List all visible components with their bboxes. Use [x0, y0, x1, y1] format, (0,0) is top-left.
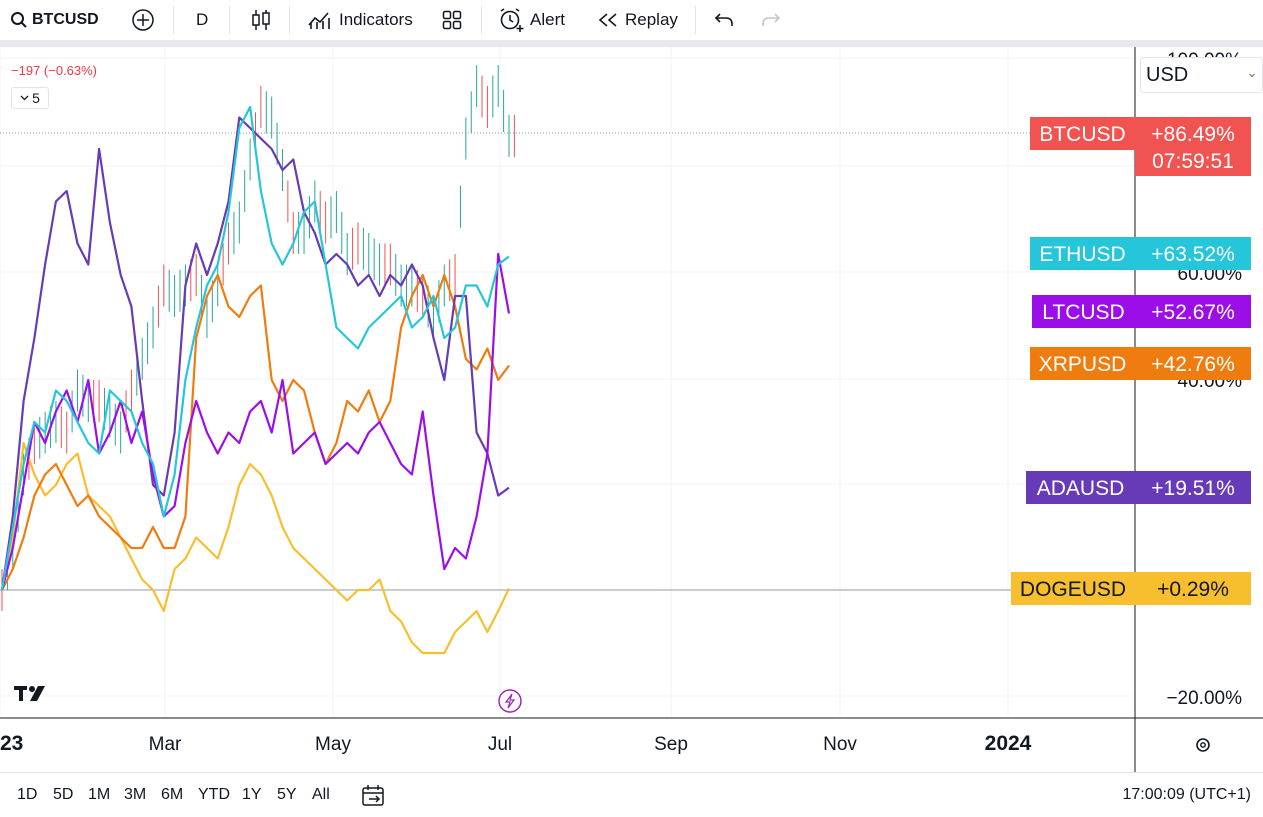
series-line-ltcusd: [0, 252, 511, 591]
toolbar-divider: [481, 6, 482, 34]
series-tag-value: +42.76%: [1151, 353, 1235, 376]
utc-clock[interactable]: 17:00:09 (UTC+1): [1122, 786, 1251, 803]
series-tag-value: +86.49%: [1151, 123, 1235, 146]
indicators-icon: [308, 12, 330, 29]
undo-icon: [714, 13, 733, 26]
series-line-ethusd: [0, 105, 510, 591]
symbol-label: BTCUSD: [32, 11, 99, 28]
currency-label: USD: [1146, 64, 1189, 86]
series-tag-dogeusd: DOGEUSD +0.29%: [1011, 572, 1251, 605]
axis-settings-icon: [1196, 738, 1210, 752]
series-tag-name: LTCUSD: [1042, 301, 1124, 324]
range-button-ytd[interactable]: YTD: [198, 786, 230, 803]
search-icon: [11, 12, 27, 28]
symbol-search-button[interactable]: BTCUSD: [10, 0, 99, 40]
layouts-button[interactable]: [442, 0, 462, 40]
top-toolbar: BTCUSD D Indicators Alert Replay: [0, 0, 1263, 40]
candlestick-icon: [252, 10, 270, 30]
legend-collapse-button[interactable]: 5: [11, 87, 49, 109]
toolbar-divider: [695, 6, 696, 34]
range-button-5y[interactable]: 5Y: [277, 786, 297, 803]
series-lines: [0, 105, 511, 655]
x-tick-label: 2023: [0, 732, 23, 755]
replay-button[interactable]: Replay: [597, 0, 678, 40]
legend-change: −197 (−0.63%): [11, 63, 98, 78]
range-button-1m[interactable]: 1M: [88, 786, 111, 803]
range-button-6m[interactable]: 6M: [161, 786, 184, 803]
alert-button[interactable]: Alert: [498, 0, 565, 40]
chevron-down-icon: ⌄: [1246, 64, 1258, 80]
redo-button[interactable]: [761, 0, 781, 40]
toolbar-divider: [229, 6, 230, 34]
chart-canvas[interactable]: 2023MarMayJulSepNov2024 100.00%60.00%40.…: [0, 47, 1263, 772]
indicators-label: Indicators: [339, 10, 413, 29]
x-tick-label: Sep: [654, 734, 688, 755]
series-tag-name: ETHUSD: [1039, 243, 1125, 266]
bar-countdown: 07:59:51: [1152, 150, 1234, 173]
compare-symbol-button[interactable]: [131, 0, 155, 40]
chart-grid: [0, 47, 1263, 772]
range-button-1y[interactable]: 1Y: [242, 786, 262, 803]
tradingview-logo-icon[interactable]: [14, 683, 52, 709]
series-tag-name: XRPUSD: [1039, 353, 1127, 376]
x-tick-label: 2024: [985, 732, 1032, 755]
alarm-clock-icon: [500, 8, 524, 32]
y-tick-label: −20.00%: [1166, 688, 1242, 709]
series-line-xrpusd: [1, 273, 510, 591]
range-button-all[interactable]: All: [312, 786, 330, 803]
rewind-icon: [598, 13, 617, 27]
series-line-dogeusd: [0, 441, 510, 655]
redo-icon: [762, 13, 781, 26]
undo-button[interactable]: [714, 0, 734, 40]
series-tag-ltcusd: LTCUSD +52.67%: [1032, 295, 1251, 328]
series-tag-value: +0.29%: [1157, 578, 1229, 601]
currency-select[interactable]: USD ⌄: [1140, 57, 1263, 93]
plus-circle-icon: [132, 9, 154, 31]
alert-label: Alert: [530, 10, 565, 29]
go-to-date-button[interactable]: [361, 777, 387, 815]
series-tag-value: +52.67%: [1151, 301, 1235, 324]
series-tag-name: DOGEUSD: [1020, 578, 1126, 601]
range-button-5d[interactable]: 5D: [53, 786, 74, 803]
series-tag-name: ADAUSD: [1037, 477, 1125, 500]
lightning-event-icon: [498, 689, 522, 713]
series-tag-name: BTCUSD: [1039, 123, 1125, 146]
chart-type-button[interactable]: [250, 0, 272, 40]
x-tick-label: Nov: [823, 734, 857, 755]
legend-count: 5: [32, 90, 40, 106]
series-tag-adausd: ADAUSD +19.51%: [1026, 471, 1251, 504]
interval-label: D: [196, 10, 209, 29]
x-tick-label: Mar: [149, 734, 182, 755]
indicators-button[interactable]: Indicators: [307, 0, 413, 40]
toolbar-divider: [173, 6, 174, 34]
time-axis: 2023 Mar May Jul Sep Nov 2024: [0, 732, 1210, 755]
calendar-arrow-icon: [362, 785, 384, 806]
series-tag-btcusd: BTCUSD +86.49% 07:59:51: [1030, 117, 1251, 176]
range-button-1d[interactable]: 1D: [17, 786, 38, 803]
toolbar-divider: [289, 6, 290, 34]
footer-divider: [0, 772, 1263, 773]
series-tag-xrpusd: XRPUSD +42.76%: [1030, 347, 1251, 380]
x-tick-label: Jul: [488, 734, 512, 755]
series-tag-value: +19.51%: [1151, 477, 1235, 500]
grid-icon: [442, 10, 462, 30]
chevron-down-icon: [20, 95, 29, 101]
range-button-3m[interactable]: 3M: [124, 786, 147, 803]
x-tick-label: May: [315, 734, 351, 755]
series-line-adausd: [0, 116, 510, 591]
replay-label: Replay: [625, 10, 678, 29]
toolbar-shadow: [0, 40, 1263, 47]
series-tag-value: +63.52%: [1151, 243, 1235, 266]
series-tags: BTCUSD +86.49% 07:59:51 ETHUSD +63.52% LTCUSD…: [1011, 117, 1251, 605]
interval-button[interactable]: D: [196, 0, 208, 40]
series-tag-ethusd: ETHUSD +63.52%: [1030, 237, 1251, 270]
